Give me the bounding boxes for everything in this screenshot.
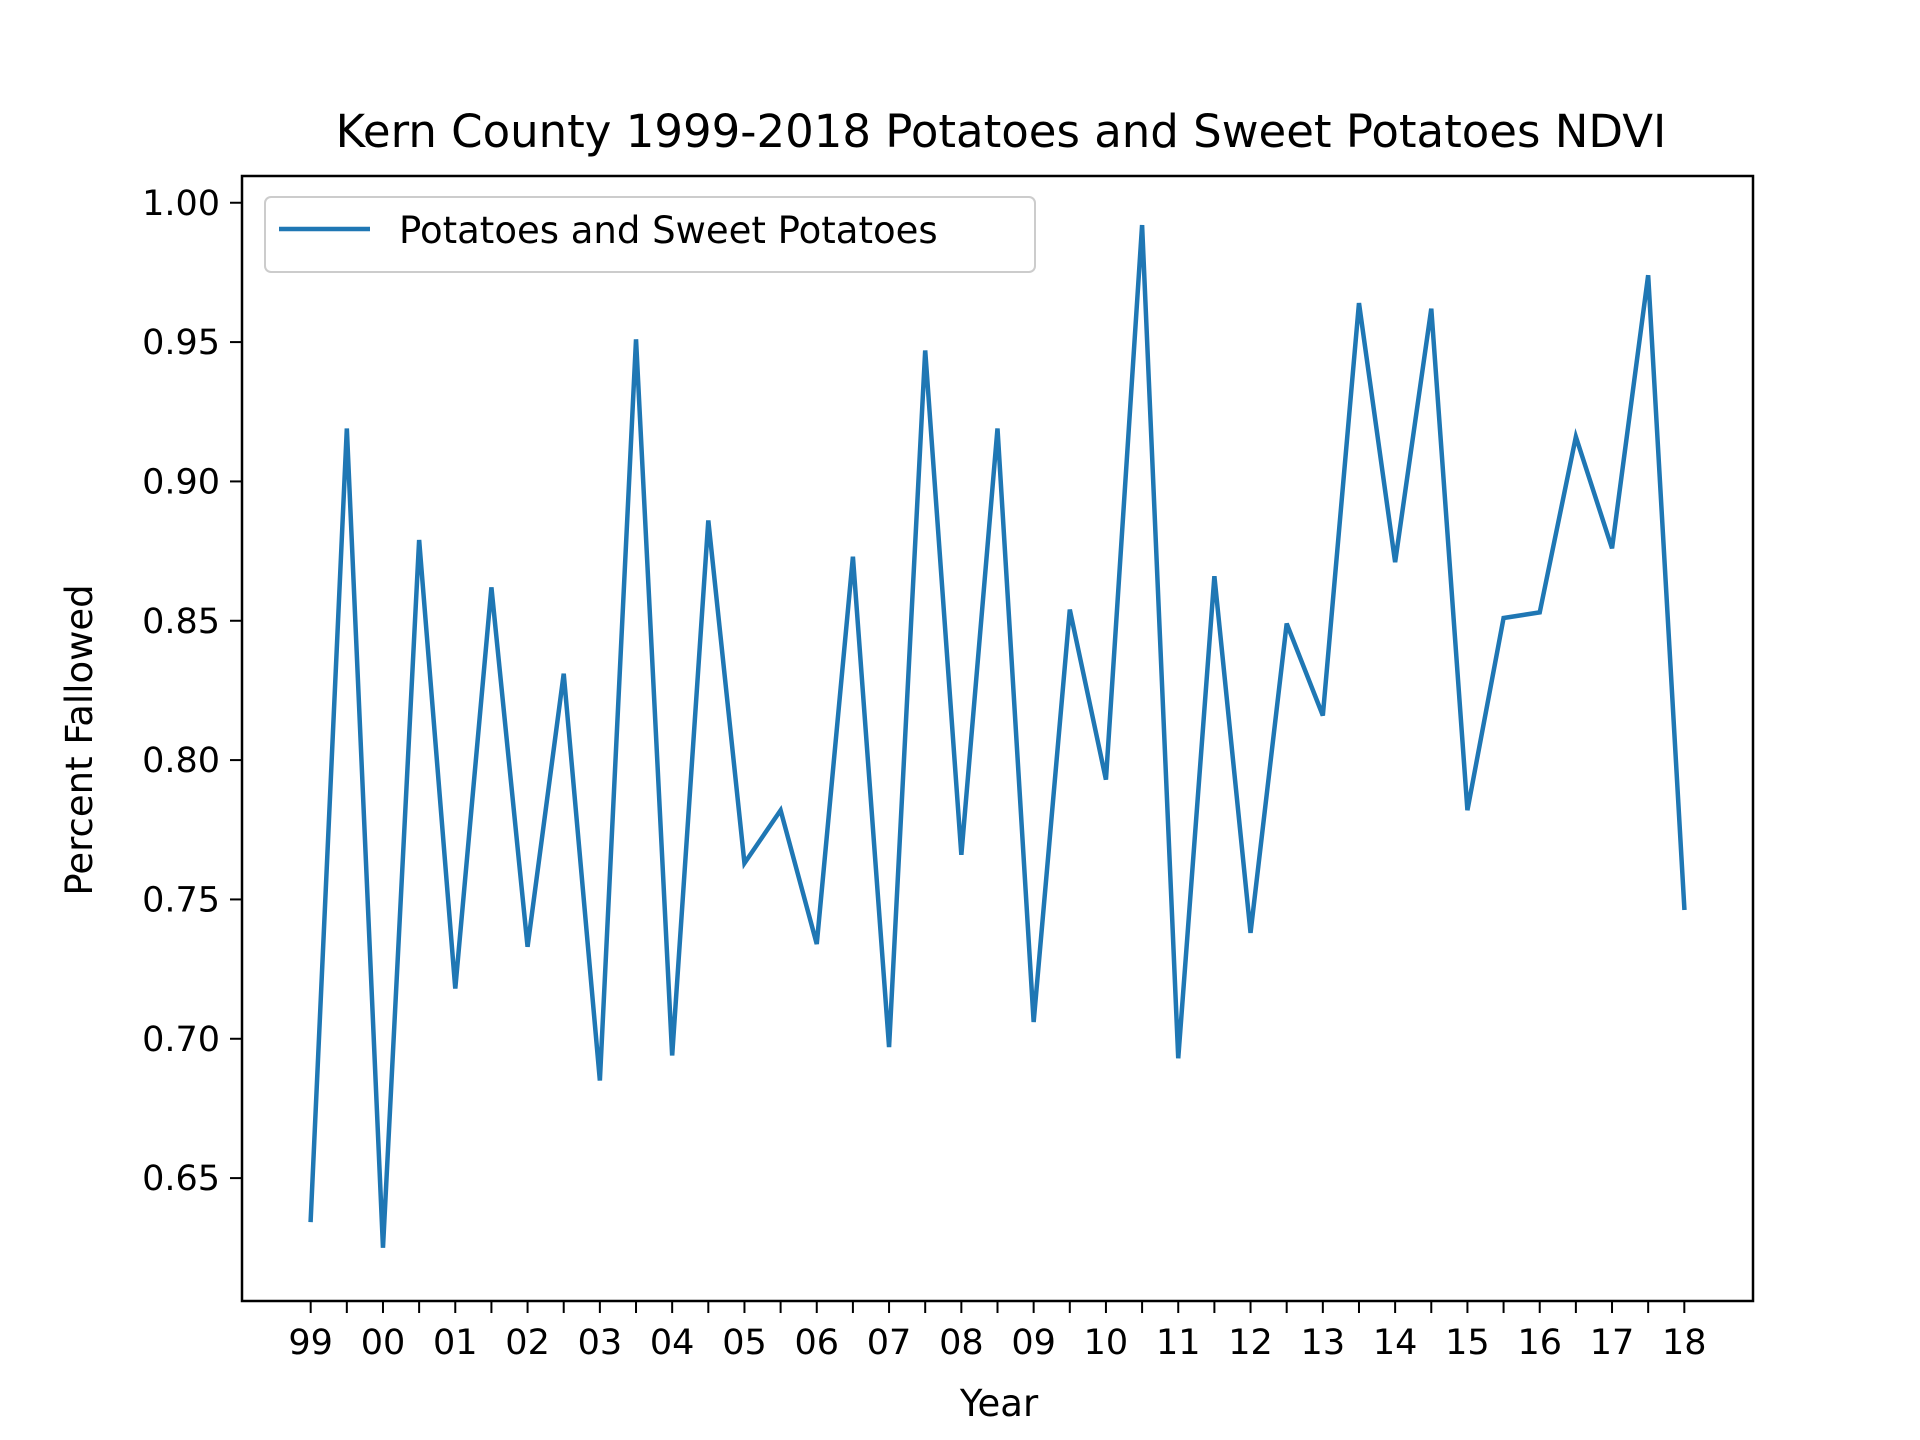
x-tick-label: 04 bbox=[650, 1323, 695, 1363]
plot-area bbox=[240, 174, 1755, 1303]
plot-background bbox=[242, 176, 1753, 1301]
legend-label: Potatoes and Sweet Potatoes bbox=[399, 209, 938, 252]
legend-box bbox=[264, 196, 1036, 273]
x-axis-label: Year bbox=[959, 1382, 1039, 1425]
y-tick-label: 0.95 bbox=[142, 323, 220, 363]
y-tick-label: 1.00 bbox=[142, 184, 220, 224]
x-tick-label: 12 bbox=[1228, 1323, 1273, 1363]
x-tick-label: 16 bbox=[1517, 1323, 1562, 1363]
x-tick-label: 15 bbox=[1445, 1323, 1490, 1363]
x-tick-label: 03 bbox=[578, 1323, 623, 1363]
x-tick-label: 11 bbox=[1156, 1323, 1201, 1363]
x-tick-label: 01 bbox=[433, 1323, 478, 1363]
x-tick-label: 09 bbox=[1011, 1323, 1056, 1363]
chart-title: Kern County 1999-2018 Potatoes and Sweet… bbox=[336, 105, 1667, 158]
y-tick-label: 0.75 bbox=[142, 880, 220, 920]
x-tick-label: 02 bbox=[505, 1323, 550, 1363]
x-tick-label: 10 bbox=[1084, 1323, 1129, 1363]
y-tick-label: 0.85 bbox=[142, 602, 220, 642]
x-tick-label: 18 bbox=[1662, 1323, 1707, 1363]
y-tick-label: 0.80 bbox=[142, 741, 220, 781]
x-tick-label: 99 bbox=[288, 1323, 333, 1363]
y-tick-label: 0.90 bbox=[142, 462, 220, 502]
x-tick-label: 13 bbox=[1301, 1323, 1346, 1363]
x-tick-label: 00 bbox=[361, 1323, 406, 1363]
x-tick-label: 08 bbox=[939, 1323, 984, 1363]
x-tick-label: 07 bbox=[867, 1323, 912, 1363]
y-tick-label: 0.70 bbox=[142, 1020, 220, 1060]
y-axis-label: Percent Fallowed bbox=[58, 584, 101, 895]
legend: Potatoes and Sweet Potatoes bbox=[264, 196, 1036, 273]
x-axis: 99 00 01 02 03 04 05 06 07 08 09 10 11 12 13 14 15 16 17 18 bbox=[288, 1301, 1707, 1363]
y-tick-label: 0.65 bbox=[142, 1159, 220, 1199]
x-tick-label: 05 bbox=[722, 1323, 767, 1363]
x-tick-label: 06 bbox=[794, 1323, 839, 1363]
y-axis: 0.65 0.70 0.75 0.80 0.85 0.90 0.95 1.00 bbox=[142, 184, 242, 1199]
x-tick-label: 14 bbox=[1373, 1323, 1418, 1363]
series-line-potatoes-and-sweet-potatoes bbox=[308, 224, 1687, 1248]
x-tick-label: 17 bbox=[1590, 1323, 1635, 1363]
